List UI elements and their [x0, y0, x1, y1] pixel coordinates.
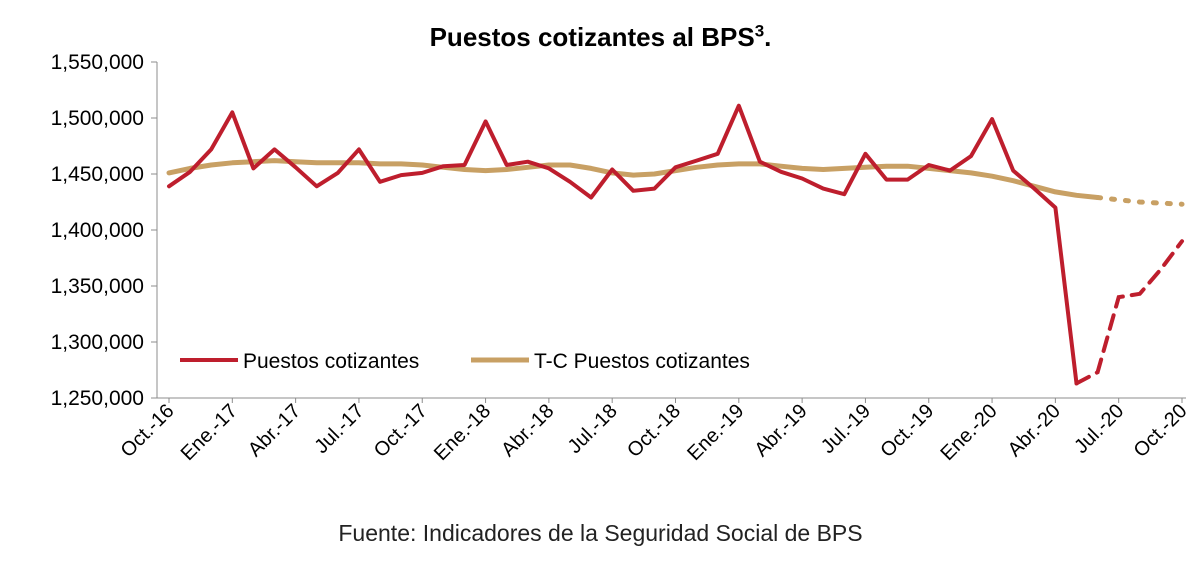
x-tick-label: Ene.-20: [937, 400, 1002, 465]
source-note: Fuente: Indicadores de la Seguridad Soci…: [338, 520, 863, 546]
legend-item-puestos-cotizantes: Puestos cotizantes: [180, 350, 419, 373]
x-tick-label: Jul.-20: [1070, 400, 1128, 458]
x-tick-label: Abr.-18: [497, 400, 558, 461]
legend-label: T-C Puestos cotizantes: [534, 350, 750, 373]
x-tick-label: Oct.-17: [370, 400, 432, 462]
x-tick-label: Jul.-17: [310, 400, 368, 458]
x-tick-label: Abr.-17: [244, 400, 305, 461]
legend-item-tc-puestos-cotizantes: T-C Puestos cotizantes: [471, 350, 750, 373]
y-tick-label: 1,550,000: [51, 51, 144, 74]
x-tick-label: Ene.-17: [177, 400, 242, 465]
series-line-puestos-cotizantes: [167, 103, 1079, 386]
y-tick-label: 1,500,000: [51, 107, 144, 130]
x-tick-label: Ene.-19: [683, 400, 748, 465]
legend-label: Puestos cotizantes: [243, 350, 419, 373]
y-tick-label: 1,400,000: [51, 219, 144, 242]
legend: Puestos cotizantes T-C Puestos cotizantes: [180, 350, 750, 373]
y-tick-label: 1,450,000: [51, 163, 144, 186]
x-tick-label: Jul.-18: [564, 400, 622, 458]
y-tick-label: 1,300,000: [51, 331, 144, 354]
series-projection-tc-puestos-cotizantes: [1095, 195, 1185, 207]
x-tick-label: Oct.-18: [623, 400, 685, 462]
x-tick-label: Oct.-19: [876, 400, 938, 462]
x-tick-label: Abr.-20: [1004, 400, 1065, 461]
series-layer: [166, 103, 1185, 386]
x-tick-label: Ene.-18: [430, 400, 495, 465]
chart-title: Puestos cotizantes al BPS3.: [429, 21, 772, 52]
x-tick-label: Abr.-19: [751, 400, 812, 461]
x-tick-label: Oct.-20: [1130, 400, 1192, 462]
series-projection-puestos-cotizantes: [1074, 239, 1184, 386]
x-tick-label: Jul.-19: [817, 400, 875, 458]
y-tick-label: 1,350,000: [51, 275, 144, 298]
y-axis: 1,250,000 1,300,000 1,350,000 1,400,000 1,45…: [51, 51, 158, 410]
y-tick-label: 1,250,000: [51, 387, 144, 410]
